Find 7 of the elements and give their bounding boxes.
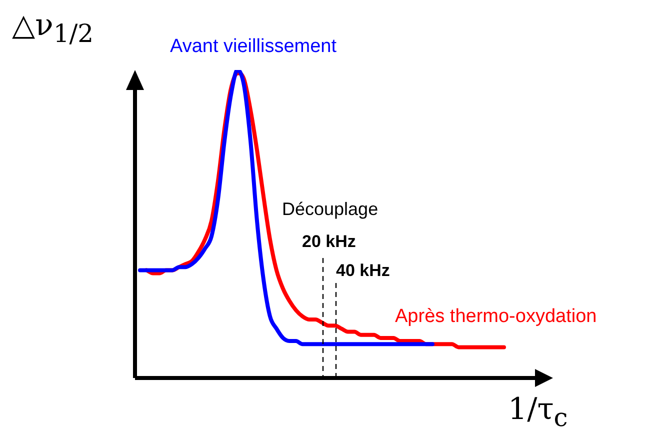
series-label: Après thermo-oxydation <box>395 306 597 328</box>
series-label: Avant vieillissement <box>170 36 337 58</box>
y-axis-title: △ν$_{1/2}$ <box>12 8 94 48</box>
annotation: Découplage <box>282 199 378 219</box>
annotation: 20 kHz <box>302 232 356 251</box>
annotation: 40 kHz <box>336 261 390 280</box>
x-axis-title: 1/τ$_{c}$ <box>508 392 568 432</box>
